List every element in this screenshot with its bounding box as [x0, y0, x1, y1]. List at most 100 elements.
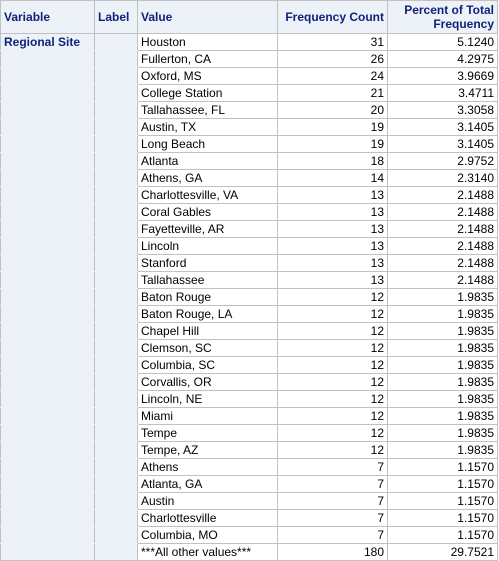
variable-cell	[0, 424, 95, 442]
frequency-count-cell: 12	[277, 339, 388, 357]
percent-cell: 1.9835	[387, 322, 498, 340]
label-cell	[94, 50, 138, 68]
variable-cell	[0, 305, 95, 323]
variable-cell	[0, 50, 95, 68]
variable-cell	[0, 322, 95, 340]
frequency-count-cell: 13	[277, 186, 388, 204]
table-row: Tallahassee 13 2.1488	[0, 271, 498, 289]
table-row: Lincoln 13 2.1488	[0, 237, 498, 255]
value-cell: Corvallis, OR	[137, 373, 278, 391]
frequency-count-cell: 12	[277, 356, 388, 374]
table-row: College Station 21 3.4711	[0, 84, 498, 102]
frequency-count-cell: 12	[277, 390, 388, 408]
value-cell: Austin, TX	[137, 118, 278, 136]
label-cell	[94, 254, 138, 272]
variable-cell	[0, 271, 95, 289]
value-cell: Oxford, MS	[137, 67, 278, 85]
table-row: Baton Rouge, LA 12 1.9835	[0, 305, 498, 323]
percent-cell: 3.1405	[387, 118, 498, 136]
value-cell: Columbia, MO	[137, 526, 278, 544]
variable-cell: Regional Site	[0, 33, 95, 51]
variable-cell	[0, 509, 95, 527]
variable-cell	[0, 492, 95, 510]
label-cell	[94, 203, 138, 221]
percent-cell: 1.1570	[387, 526, 498, 544]
frequency-count-cell: 13	[277, 271, 388, 289]
value-cell: Stanford	[137, 254, 278, 272]
percent-cell: 1.1570	[387, 458, 498, 476]
percent-cell: 2.9752	[387, 152, 498, 170]
value-cell: Tallahassee, FL	[137, 101, 278, 119]
table-row: Baton Rouge 12 1.9835	[0, 288, 498, 306]
table-row: ***All other values*** 180 29.7521	[0, 543, 498, 561]
percent-cell: 1.9835	[387, 424, 498, 442]
value-cell: Tallahassee	[137, 271, 278, 289]
label-cell	[94, 305, 138, 323]
label-cell	[94, 339, 138, 357]
table-row: Charlottesville 7 1.1570	[0, 509, 498, 527]
percent-cell: 3.3058	[387, 101, 498, 119]
variable-cell	[0, 135, 95, 153]
label-cell	[94, 424, 138, 442]
variable-cell	[0, 118, 95, 136]
value-cell: Athens	[137, 458, 278, 476]
variable-cell	[0, 373, 95, 391]
percent-cell: 4.2975	[387, 50, 498, 68]
header-variable: Variable	[0, 0, 95, 34]
variable-cell	[0, 203, 95, 221]
label-cell	[94, 118, 138, 136]
label-cell	[94, 509, 138, 527]
percent-cell: 3.1405	[387, 135, 498, 153]
variable-cell	[0, 526, 95, 544]
variable-cell	[0, 475, 95, 493]
frequency-count-cell: 7	[277, 526, 388, 544]
label-cell	[94, 390, 138, 408]
value-cell: Fayetteville, AR	[137, 220, 278, 238]
frequency-count-cell: 24	[277, 67, 388, 85]
value-cell: Charlottesville, VA	[137, 186, 278, 204]
value-cell: Tempe, AZ	[137, 441, 278, 459]
frequency-count-cell: 12	[277, 305, 388, 323]
table-row: Corvallis, OR 12 1.9835	[0, 373, 498, 391]
header-frequency-count: Frequency Count	[277, 0, 388, 34]
table-row: Atlanta, GA 7 1.1570	[0, 475, 498, 493]
label-cell	[94, 543, 138, 561]
frequency-count-cell: 12	[277, 424, 388, 442]
label-cell	[94, 492, 138, 510]
label-cell	[94, 169, 138, 187]
label-cell	[94, 526, 138, 544]
variable-cell	[0, 237, 95, 255]
frequency-count-cell: 13	[277, 203, 388, 221]
table-row: Lincoln, NE 12 1.9835	[0, 390, 498, 408]
percent-cell: 2.1488	[387, 237, 498, 255]
frequency-count-cell: 12	[277, 373, 388, 391]
header-value: Value	[137, 0, 278, 34]
table-row: Atlanta 18 2.9752	[0, 152, 498, 170]
table-row: Austin, TX 19 3.1405	[0, 118, 498, 136]
variable-cell	[0, 220, 95, 238]
value-cell: Austin	[137, 492, 278, 510]
percent-cell: 1.9835	[387, 390, 498, 408]
label-cell	[94, 84, 138, 102]
value-cell: Clemson, SC	[137, 339, 278, 357]
value-cell: Miami	[137, 407, 278, 425]
variable-cell	[0, 101, 95, 119]
table-row: Tempe, AZ 12 1.9835	[0, 441, 498, 459]
percent-cell: 1.9835	[387, 356, 498, 374]
table-header: Variable Label Value Frequency Count Per…	[0, 0, 498, 34]
table-row: Long Beach 19 3.1405	[0, 135, 498, 153]
variable-cell	[0, 390, 95, 408]
value-cell: Atlanta	[137, 152, 278, 170]
label-cell	[94, 186, 138, 204]
label-cell	[94, 322, 138, 340]
percent-cell: 5.1240	[387, 33, 498, 51]
value-cell: Long Beach	[137, 135, 278, 153]
variable-cell	[0, 407, 95, 425]
frequency-count-cell: 20	[277, 101, 388, 119]
value-cell: Athens, GA	[137, 169, 278, 187]
value-cell: Baton Rouge, LA	[137, 305, 278, 323]
label-cell	[94, 407, 138, 425]
frequency-count-cell: 19	[277, 135, 388, 153]
variable-cell	[0, 186, 95, 204]
frequency-count-cell: 13	[277, 254, 388, 272]
